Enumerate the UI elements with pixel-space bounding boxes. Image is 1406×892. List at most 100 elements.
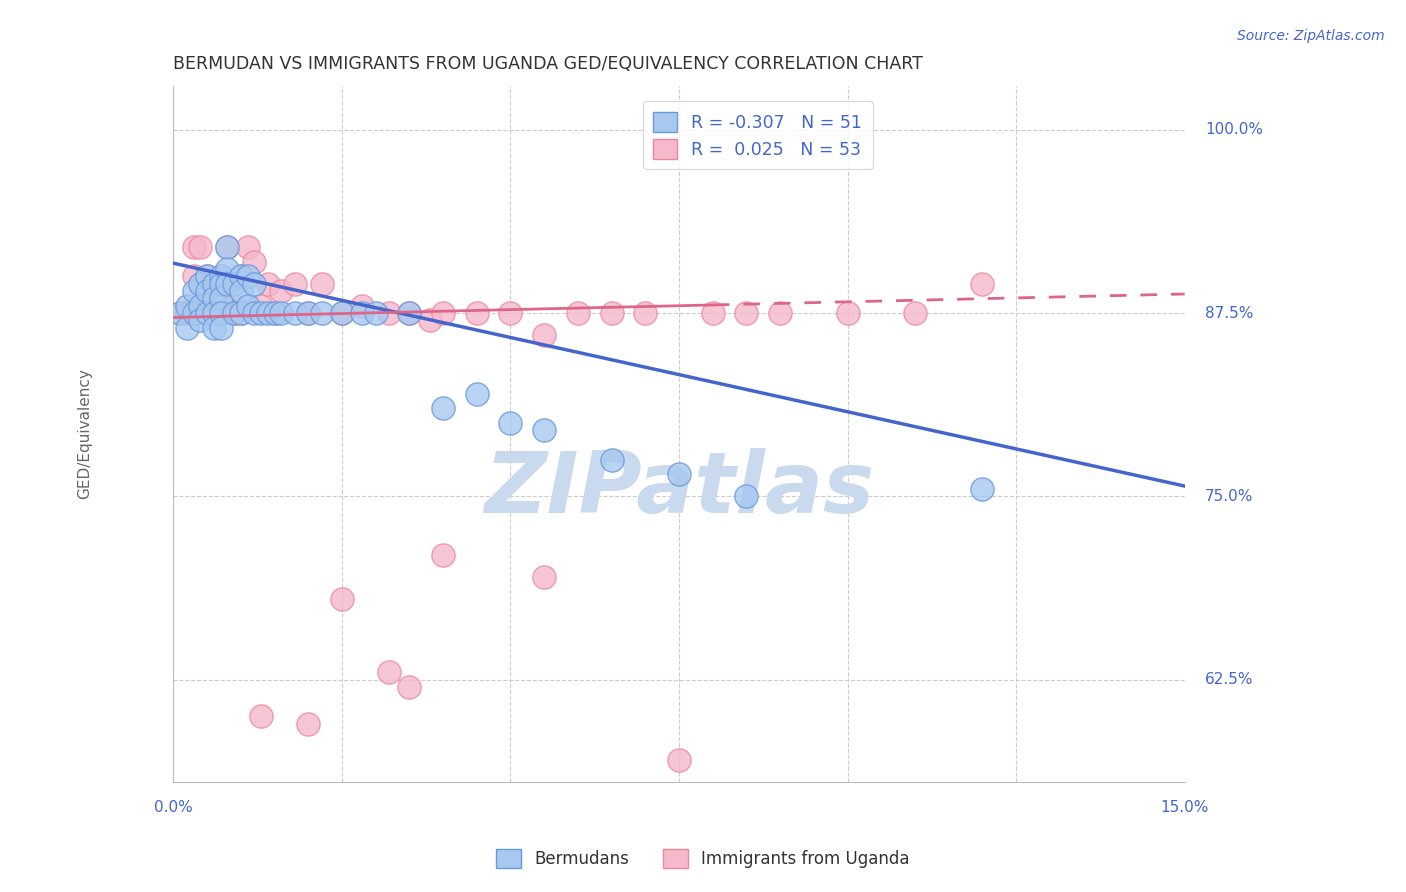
Point xyxy=(209,269,232,284)
Point xyxy=(202,306,225,320)
Point xyxy=(904,306,927,320)
Point xyxy=(243,306,266,320)
Point xyxy=(195,284,218,298)
Point xyxy=(972,482,994,496)
Point xyxy=(250,709,273,723)
Text: 0.0%: 0.0% xyxy=(155,800,193,814)
Point xyxy=(183,240,205,254)
Point xyxy=(217,240,239,254)
Point xyxy=(217,262,239,277)
Point xyxy=(217,277,239,291)
Point xyxy=(236,299,259,313)
Point xyxy=(702,306,724,320)
Point xyxy=(190,277,212,291)
Point xyxy=(202,320,225,334)
Point xyxy=(236,269,259,284)
Point xyxy=(202,292,225,306)
Point xyxy=(183,284,205,298)
Point xyxy=(465,386,488,401)
Point xyxy=(270,306,292,320)
Point xyxy=(735,306,758,320)
Point xyxy=(398,680,420,694)
Point xyxy=(190,313,212,327)
Point xyxy=(378,306,401,320)
Point xyxy=(209,277,232,291)
Point xyxy=(284,277,307,291)
Point xyxy=(270,284,292,298)
Point xyxy=(432,306,454,320)
Point xyxy=(209,306,232,320)
Point xyxy=(330,306,353,320)
Point xyxy=(378,665,401,680)
Point xyxy=(364,306,387,320)
Point xyxy=(217,277,239,291)
Point xyxy=(195,306,218,320)
Point xyxy=(250,299,273,313)
Point xyxy=(668,753,690,767)
Point xyxy=(284,306,307,320)
Point xyxy=(330,306,353,320)
Text: GED/Equivalency: GED/Equivalency xyxy=(77,368,93,500)
Text: ZIPatlas: ZIPatlas xyxy=(484,448,875,532)
Point xyxy=(190,240,212,254)
Text: Source: ZipAtlas.com: Source: ZipAtlas.com xyxy=(1237,29,1385,43)
Point xyxy=(263,306,285,320)
Point xyxy=(330,591,353,606)
Point xyxy=(263,306,285,320)
Point xyxy=(202,277,225,291)
Point xyxy=(222,277,245,291)
Point xyxy=(499,416,522,430)
Point xyxy=(533,423,555,437)
Text: 75.0%: 75.0% xyxy=(1205,489,1253,504)
Point xyxy=(432,401,454,416)
Point xyxy=(195,306,218,320)
Point xyxy=(297,306,319,320)
Point xyxy=(419,313,441,327)
Point xyxy=(176,299,198,313)
Point xyxy=(600,452,623,467)
Text: 100.0%: 100.0% xyxy=(1205,122,1263,137)
Point xyxy=(634,306,657,320)
Legend: R = -0.307   N = 51, R =  0.025   N = 53: R = -0.307 N = 51, R = 0.025 N = 53 xyxy=(643,102,873,169)
Text: 87.5%: 87.5% xyxy=(1205,306,1253,320)
Point xyxy=(398,306,420,320)
Point xyxy=(735,489,758,503)
Point xyxy=(209,292,232,306)
Text: BERMUDAN VS IMMIGRANTS FROM UGANDA GED/EQUIVALENCY CORRELATION CHART: BERMUDAN VS IMMIGRANTS FROM UGANDA GED/E… xyxy=(173,55,924,73)
Legend: Bermudans, Immigrants from Uganda: Bermudans, Immigrants from Uganda xyxy=(489,842,917,875)
Point xyxy=(533,328,555,343)
Point xyxy=(567,306,589,320)
Point xyxy=(202,306,225,320)
Point xyxy=(256,277,278,291)
Point xyxy=(499,306,522,320)
Point xyxy=(222,299,245,313)
Point xyxy=(311,306,333,320)
Point xyxy=(190,277,212,291)
Point xyxy=(202,277,225,291)
Point xyxy=(229,269,252,284)
Point xyxy=(222,306,245,320)
Point xyxy=(176,320,198,334)
Point xyxy=(533,570,555,584)
Point xyxy=(217,240,239,254)
Point xyxy=(169,306,191,320)
Point xyxy=(465,306,488,320)
Point xyxy=(243,254,266,268)
Point xyxy=(183,269,205,284)
Point xyxy=(222,306,245,320)
Point xyxy=(229,306,252,320)
Point xyxy=(195,269,218,284)
Point xyxy=(600,306,623,320)
Point xyxy=(972,277,994,291)
Point xyxy=(229,284,252,298)
Point xyxy=(195,269,218,284)
Point xyxy=(311,277,333,291)
Point xyxy=(229,269,252,284)
Point xyxy=(236,240,259,254)
Point xyxy=(432,548,454,562)
Point xyxy=(837,306,859,320)
Point xyxy=(229,306,252,320)
Point xyxy=(176,306,198,320)
Point xyxy=(250,306,273,320)
Point xyxy=(297,716,319,731)
